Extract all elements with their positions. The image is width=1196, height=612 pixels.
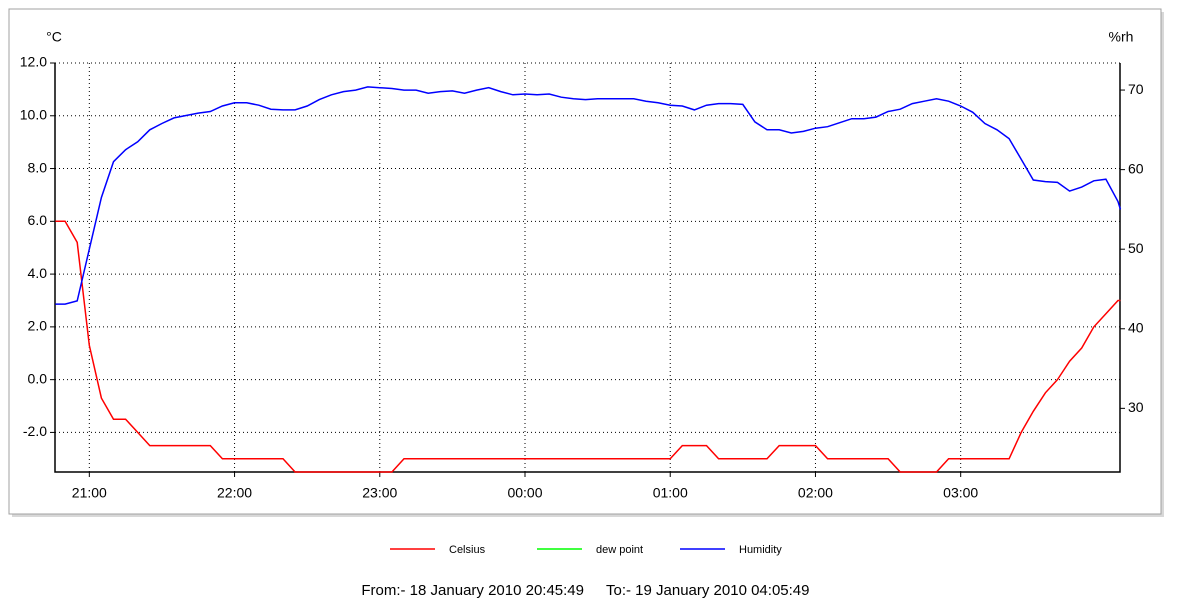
y-tick-label: 6.0 bbox=[28, 212, 48, 228]
x-tick-label: 03:00 bbox=[943, 485, 978, 501]
y2-tick-label: 50 bbox=[1128, 240, 1144, 256]
x-tick-label: 21:00 bbox=[72, 485, 107, 501]
y-tick-label: 12.0 bbox=[20, 54, 47, 70]
from-label: From:- 18 January 2010 20:45:49 bbox=[361, 582, 584, 599]
y-tick-label: -2.0 bbox=[23, 423, 47, 439]
to-label: To:- 19 January 2010 04:05:49 bbox=[606, 582, 809, 599]
y-tick-label: 8.0 bbox=[28, 159, 48, 175]
y-tick-label: 2.0 bbox=[28, 318, 48, 334]
y2-tick-label: 60 bbox=[1128, 160, 1144, 176]
y-tick-label: 0.0 bbox=[28, 370, 48, 386]
legend-label: Celsius bbox=[449, 544, 486, 556]
x-tick-label: 02:00 bbox=[798, 485, 833, 501]
y2-tick-label: 70 bbox=[1128, 81, 1144, 97]
x-tick-label: 00:00 bbox=[507, 485, 542, 501]
y-tick-label: 10.0 bbox=[20, 106, 47, 122]
axes bbox=[54, 63, 1121, 473]
y2-tick-label: 40 bbox=[1128, 319, 1144, 335]
series-line bbox=[55, 86, 1122, 305]
y-axis-label: °C bbox=[46, 29, 62, 45]
x-tick-label: 23:00 bbox=[362, 485, 397, 501]
frame bbox=[8, 8, 1162, 515]
legend-label: Humidity bbox=[739, 544, 782, 556]
y2-tick-label: 30 bbox=[1128, 399, 1144, 415]
y-tick-label: 4.0 bbox=[28, 265, 48, 281]
x-tick-label: 01:00 bbox=[653, 485, 688, 501]
series-line bbox=[55, 220, 1121, 473]
x-tick-label: 22:00 bbox=[217, 485, 252, 501]
legend-label: dew point bbox=[596, 544, 643, 556]
y2-axis-label: %rh bbox=[1109, 29, 1134, 45]
